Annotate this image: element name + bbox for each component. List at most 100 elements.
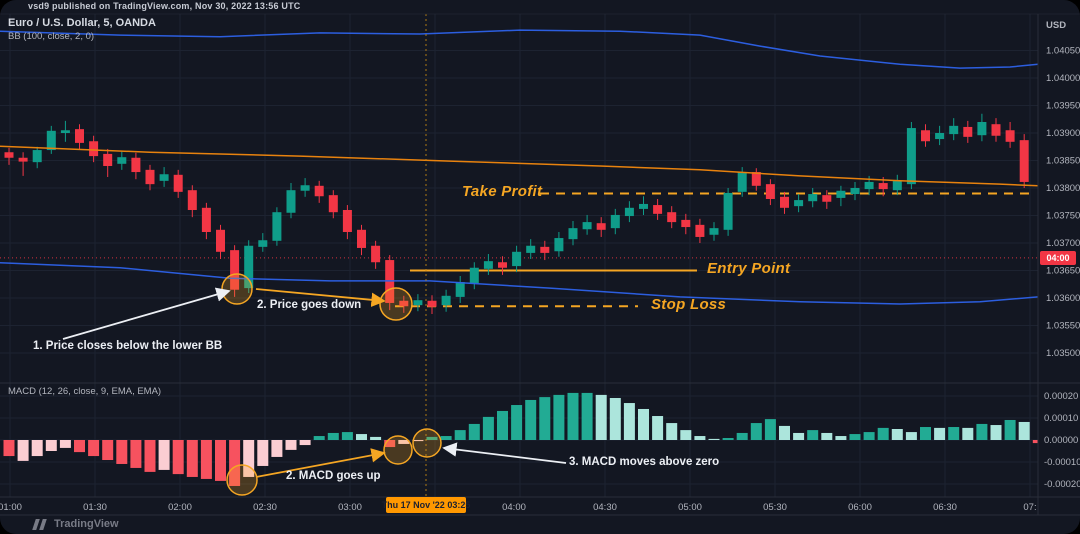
- macd-bar: [215, 440, 226, 481]
- highlight-circle: [226, 464, 258, 496]
- candle: [4, 152, 14, 158]
- macd-bar: [285, 440, 297, 450]
- note-price-below-bb: 1. Price closes below the lower BB: [33, 340, 223, 352]
- arrows: [62, 287, 567, 478]
- macd-bar: [680, 430, 692, 440]
- macd-legend[interactable]: MACD (12, 26, close, 9, EMA, EMA): [8, 386, 162, 397]
- macd-bar: [638, 408, 649, 440]
- candle: [483, 261, 493, 269]
- candle: [949, 125, 959, 135]
- orange-arrow: [255, 448, 386, 478]
- tradingview-brand[interactable]: TradingView: [54, 518, 119, 530]
- macd-bar: [1004, 419, 1016, 440]
- macd-bar: [623, 403, 635, 440]
- candle: [878, 183, 888, 190]
- macd-bar: [497, 410, 508, 440]
- macd-bar: [567, 392, 579, 440]
- candle: [173, 174, 183, 192]
- candle: [695, 224, 705, 237]
- separators: [0, 13, 1080, 516]
- macd-bar: [468, 423, 480, 440]
- macd-bar: [186, 440, 198, 477]
- macd-bar: [1032, 440, 1038, 444]
- candle: [822, 195, 832, 202]
- candle: [328, 195, 338, 213]
- candle: [216, 229, 225, 252]
- macd-bar: [863, 432, 875, 440]
- candle: [540, 246, 550, 253]
- macd-bar: [962, 427, 974, 440]
- grid: [0, 14, 1038, 497]
- price-tick-label: 1.04000: [1046, 73, 1080, 84]
- bollinger-bands: [0, 29, 1038, 305]
- candle: [935, 133, 945, 140]
- orange-arrow: [255, 288, 386, 307]
- published-info: vsd9 published on TradingView.com, Nov 3…: [28, 1, 301, 11]
- candle: [1019, 140, 1029, 182]
- macd-bar: [130, 440, 142, 468]
- candle: [653, 205, 663, 214]
- bb-legend[interactable]: BB (100, close, 2, 0): [8, 31, 95, 42]
- candle: [89, 141, 99, 157]
- macd-bar: [891, 429, 903, 440]
- macd-histogram: [3, 392, 1038, 486]
- stop-loss-label: Stop Loss: [651, 296, 727, 313]
- time-tick-label: 05:00: [678, 502, 702, 513]
- macd-bar: [990, 425, 1002, 440]
- macd-bar: [581, 392, 593, 440]
- macd-bar: [271, 440, 283, 457]
- bb-upper-line: [0, 29, 1038, 69]
- time-axis[interactable]: 01:00 01:30 02:00 02:30 03:00 04:00 04:30 05:00…: [0, 502, 1037, 513]
- macd-tick-label: -0.00010: [1044, 457, 1080, 468]
- macd-bar: [3, 440, 15, 457]
- macd-tick-label: -0.00020: [1044, 479, 1080, 490]
- macd-bar: [17, 440, 29, 461]
- time-tick-label: 01:30: [83, 502, 107, 513]
- price-tick-label: 1.03900: [1046, 128, 1080, 139]
- candle: [596, 223, 606, 230]
- macd-bar: [539, 397, 551, 440]
- candle: [765, 184, 775, 199]
- highlight-circle: [412, 428, 442, 458]
- candle: [314, 185, 324, 197]
- candle: [780, 196, 789, 208]
- tradingview-logo-icon[interactable]: [32, 519, 50, 530]
- macd-bar: [440, 436, 452, 440]
- price-axis[interactable]: 1.04050 1.04000 1.03950 1.03900 1.03850 1.038…: [1044, 46, 1080, 491]
- candle: [681, 219, 691, 228]
- time-tick-label: 04:00: [502, 502, 526, 513]
- price-tick-label: 1.03500: [1046, 348, 1080, 359]
- candle: [737, 172, 747, 192]
- candle: [131, 157, 141, 173]
- macd-bar: [454, 430, 466, 440]
- time-tick-label: 06:00: [848, 502, 872, 513]
- candle: [526, 245, 536, 253]
- candle: [145, 169, 155, 185]
- note-price-goes-down: 2. Price goes down: [257, 299, 362, 311]
- macd-bar: [341, 432, 353, 440]
- symbol-legend[interactable]: Euro / U.S. Dollar, 5, OANDA: [8, 17, 156, 29]
- price-tick-label: 1.03950: [1046, 101, 1080, 112]
- bb-lower-line: [0, 262, 1038, 305]
- time-tick-label: 02:00: [168, 502, 192, 513]
- candle: [46, 130, 56, 151]
- candle: [258, 240, 268, 247]
- macd-bar: [905, 432, 917, 440]
- candles: [4, 113, 1029, 314]
- candle: [286, 190, 296, 213]
- candle: [709, 228, 719, 235]
- macd-bar: [412, 440, 424, 442]
- candle: [60, 130, 70, 133]
- bb-basis-line: [0, 145, 1038, 187]
- macd-bar: [398, 440, 410, 444]
- macd-tick-label: 0.00000: [1044, 435, 1078, 446]
- candle: [977, 122, 987, 136]
- candle: [991, 124, 1001, 136]
- macd-bar: [1018, 421, 1030, 440]
- macd-bar: [102, 440, 114, 461]
- price-tick-label: 1.04050: [1046, 46, 1080, 57]
- price-tick-label: 1.03600: [1046, 293, 1080, 304]
- macd-bar: [327, 432, 339, 440]
